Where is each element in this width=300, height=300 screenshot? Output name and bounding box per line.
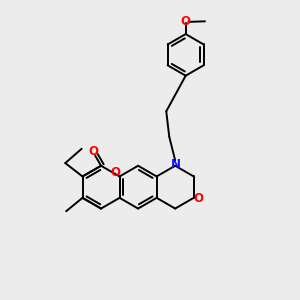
Text: O: O bbox=[89, 145, 99, 158]
Text: O: O bbox=[110, 166, 120, 179]
Text: N: N bbox=[171, 158, 181, 171]
Text: O: O bbox=[194, 192, 203, 205]
Text: O: O bbox=[181, 15, 191, 28]
